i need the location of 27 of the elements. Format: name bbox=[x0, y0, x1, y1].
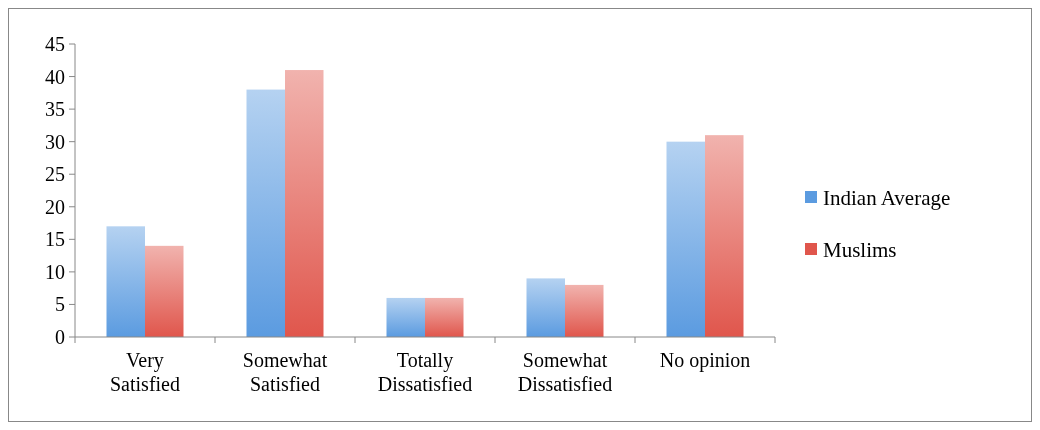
y-tick-label: 35 bbox=[45, 98, 65, 121]
bar bbox=[526, 278, 565, 337]
y-tick-label: 45 bbox=[45, 33, 65, 55]
x-tick-label: Very Satisfied bbox=[110, 349, 180, 395]
y-tick-label: 20 bbox=[45, 195, 65, 218]
y-tick-label: 40 bbox=[45, 65, 65, 88]
bar bbox=[246, 89, 285, 337]
bar bbox=[565, 284, 604, 337]
x-tick-label: Totally Dissatisfied bbox=[377, 349, 473, 395]
legend-label: Indian Average bbox=[823, 186, 951, 211]
x-tick-label: Somewhat Dissatisfied bbox=[517, 349, 613, 395]
y-tick-label: 10 bbox=[45, 260, 65, 283]
bar bbox=[666, 141, 705, 337]
x-tick-label: Somewhat Satisfied bbox=[242, 349, 328, 395]
y-tick-label: 25 bbox=[45, 163, 65, 186]
y-tick-label: 30 bbox=[45, 130, 65, 153]
bar bbox=[106, 226, 145, 337]
bar bbox=[285, 70, 324, 337]
y-tick-label: 15 bbox=[45, 228, 65, 251]
bar bbox=[425, 297, 464, 337]
bar bbox=[705, 135, 744, 337]
legend-label: Muslims bbox=[823, 238, 897, 263]
y-tick-label: 5 bbox=[55, 293, 65, 316]
x-tick-label: No opinion bbox=[659, 349, 751, 372]
y-tick-label: 0 bbox=[55, 326, 65, 348]
bar bbox=[145, 245, 184, 337]
bar bbox=[386, 297, 425, 337]
